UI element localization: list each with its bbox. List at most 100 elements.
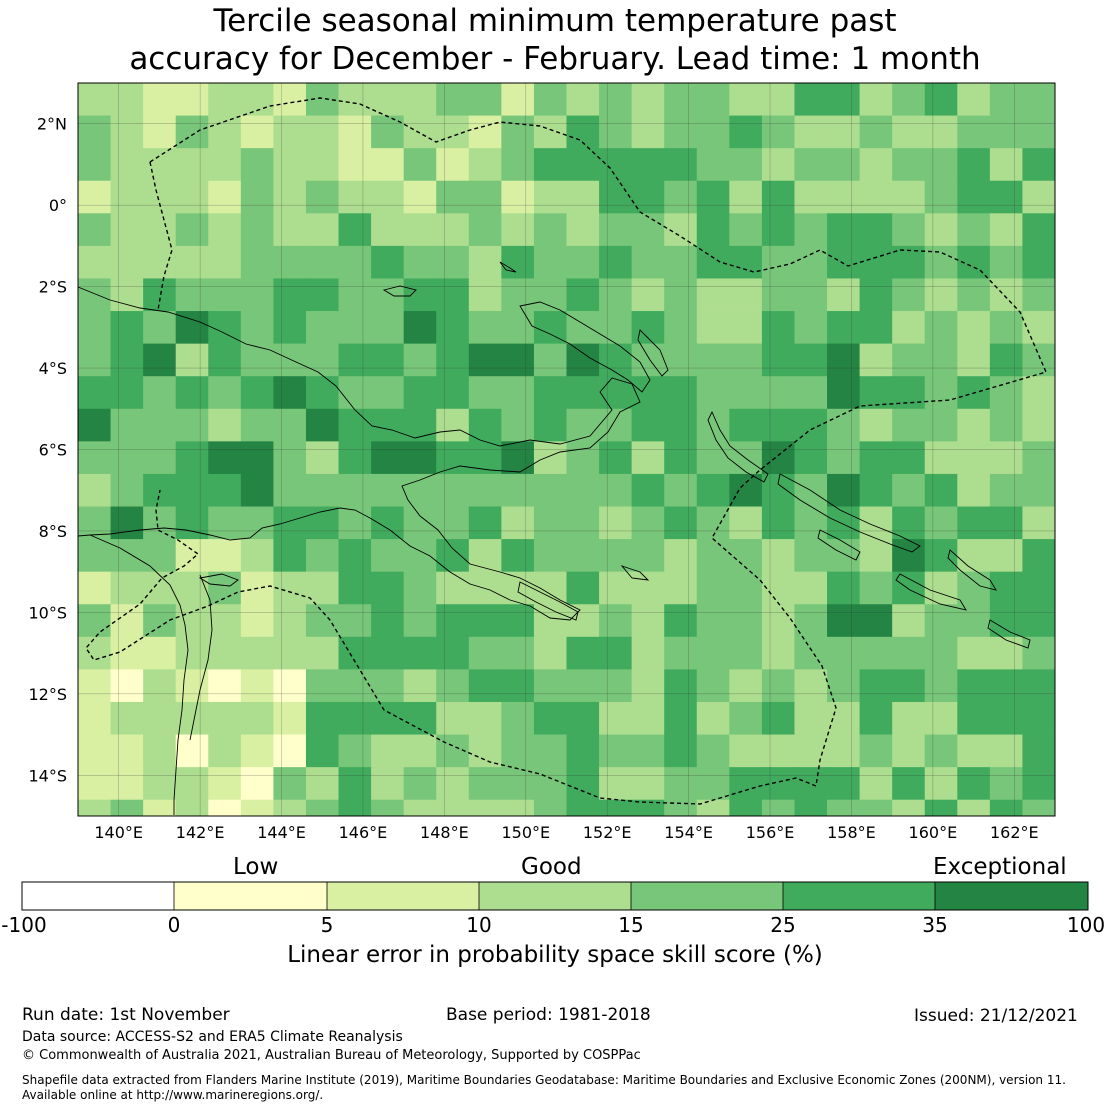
skill-cell	[208, 539, 242, 573]
base-period: Base period: 1981-2018	[446, 1005, 651, 1025]
skill-cell	[501, 278, 535, 312]
skill-cell	[501, 311, 535, 345]
skill-cell	[338, 343, 372, 377]
skill-cell	[501, 701, 535, 735]
skill-cell	[664, 245, 698, 279]
skill-cell	[273, 343, 307, 377]
skill-cell	[468, 701, 502, 735]
skill-cell	[566, 571, 600, 605]
skill-cell	[566, 213, 600, 247]
skill-cell	[208, 767, 242, 801]
lon-label: 150°E	[501, 823, 550, 842]
skill-cell	[436, 604, 470, 638]
skill-cell	[761, 180, 795, 214]
skill-cell	[599, 441, 633, 475]
skill-cell	[436, 278, 470, 312]
skill-cell	[338, 148, 372, 182]
skill-cell	[110, 539, 144, 573]
skill-cell	[599, 148, 633, 182]
skill-cell	[273, 83, 307, 116]
skill-cell	[240, 311, 274, 345]
skill-cell	[110, 180, 144, 214]
skill-cell	[924, 180, 958, 214]
skill-cell	[664, 604, 698, 638]
skill-cell	[892, 213, 926, 247]
skill-cell	[371, 245, 405, 279]
skill-cell	[78, 180, 111, 214]
skill-cell	[403, 83, 437, 116]
skill-cell	[729, 115, 763, 149]
skill-cell	[208, 734, 242, 768]
skill-cell	[794, 213, 828, 247]
skill-cell	[631, 636, 665, 670]
skill-cell	[208, 473, 242, 507]
skill-cell	[924, 441, 958, 475]
skill-cell	[696, 148, 730, 182]
skill-cell	[1022, 767, 1056, 801]
skill-cell	[631, 734, 665, 768]
skill-cell	[305, 245, 339, 279]
skill-cell	[468, 799, 502, 817]
skill-cell	[501, 83, 535, 116]
skill-cell	[501, 473, 535, 507]
skill-cell	[78, 311, 111, 345]
skill-cell	[599, 799, 633, 817]
skill-cell	[403, 441, 437, 475]
skill-cell	[240, 799, 274, 817]
skill-cell	[631, 148, 665, 182]
skill-cell	[729, 701, 763, 735]
skill-cell	[240, 539, 274, 573]
skill-cell	[631, 539, 665, 573]
skill-cell	[566, 506, 600, 540]
skill-cell	[794, 571, 828, 605]
skill-cell	[924, 539, 958, 573]
skill-cell	[208, 408, 242, 442]
colorbar-tick-label: 10	[466, 913, 492, 937]
skill-cell	[989, 311, 1023, 345]
skill-cell	[533, 408, 567, 442]
skill-cell	[208, 343, 242, 377]
issued-date: Issued: 21/12/2021	[914, 1006, 1078, 1026]
skill-cell	[240, 734, 274, 768]
skill-cell	[533, 441, 567, 475]
skill-cell	[827, 734, 860, 768]
skill-cell	[403, 278, 437, 312]
skill-cell	[533, 767, 567, 801]
skill-cell	[501, 180, 535, 214]
skill-cell	[501, 669, 535, 703]
skill-cell	[468, 767, 502, 801]
skill-cell	[403, 799, 437, 817]
skill-cell	[696, 506, 730, 540]
skill-cell	[338, 311, 372, 345]
colorbar-tick-label: 0	[167, 913, 181, 937]
skill-cell	[761, 636, 795, 670]
skill-cell	[1022, 115, 1056, 149]
skill-cell	[371, 343, 405, 377]
skill-cell	[468, 148, 502, 182]
lon-label: 148°E	[420, 823, 469, 842]
colorbar-segment	[174, 882, 327, 910]
skill-map: 140°E 142°E 144°E 146°E 148°E 150°E 152°E 154°E…	[28, 82, 1056, 842]
skill-cell	[240, 506, 274, 540]
lon-label: 144°E	[257, 823, 306, 842]
skill-cell	[599, 701, 633, 735]
skill-cell	[631, 83, 665, 116]
skill-cell	[892, 701, 926, 735]
skill-cell	[371, 701, 405, 735]
skill-cell	[892, 669, 926, 703]
skill-cell	[1022, 245, 1056, 279]
skill-cell	[436, 376, 470, 410]
skill-cell	[273, 767, 307, 801]
skill-cell	[371, 799, 405, 817]
skill-cell	[436, 245, 470, 279]
skill-cell	[468, 83, 502, 116]
skill-cell	[1022, 701, 1056, 735]
skill-cell	[664, 441, 698, 475]
skill-cell	[240, 441, 274, 475]
skill-cell	[273, 506, 307, 540]
skill-cell	[631, 473, 665, 507]
new-britain-coastline	[519, 301, 651, 393]
skill-cell	[924, 343, 958, 377]
skill-cell	[110, 213, 144, 247]
skill-cell	[78, 408, 111, 442]
